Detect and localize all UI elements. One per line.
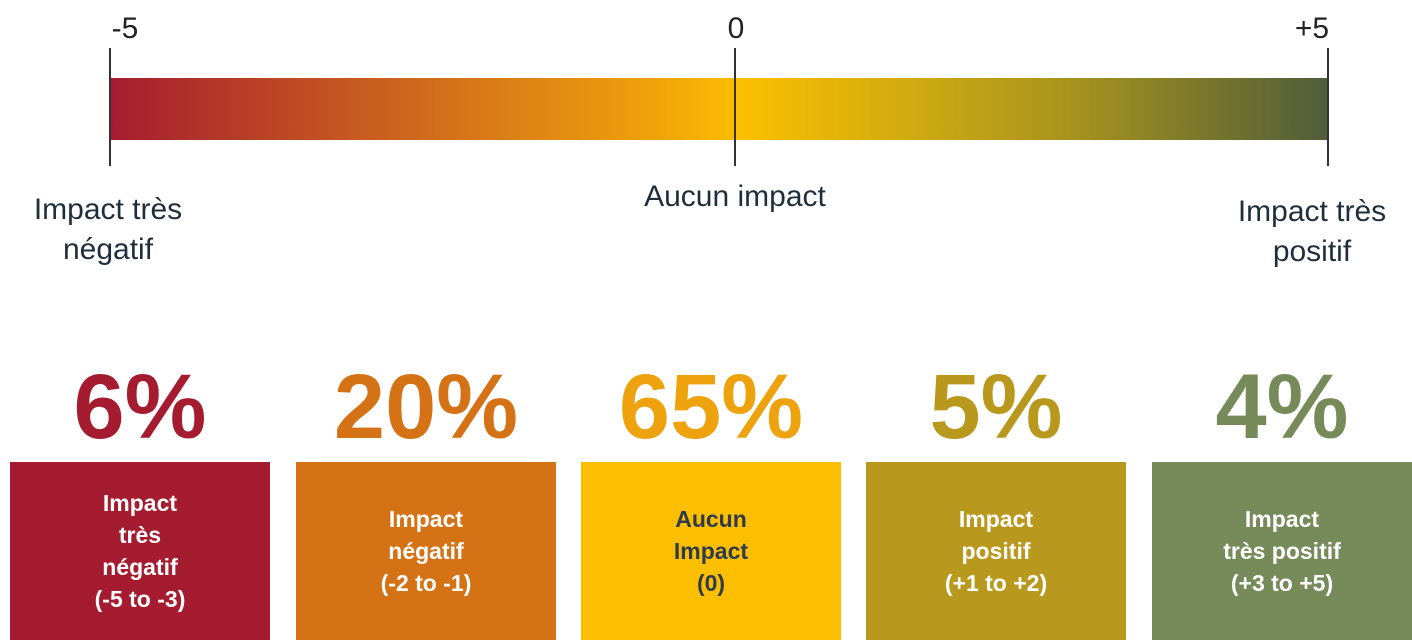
box-text: (+1 to +2)	[944, 570, 1048, 596]
text: Impact très	[33, 193, 183, 226]
scale-label: Impact très négatif	[0, 190, 238, 270]
tick-mark	[1327, 48, 1329, 166]
tick-label: +5	[1294, 12, 1330, 45]
scale-label: Impact très positif	[1182, 192, 1412, 272]
percent: 65%	[618, 356, 804, 458]
box-text: Impact	[673, 538, 749, 564]
percent: 6%	[73, 356, 207, 458]
box-text: (+3 to +5)	[1230, 570, 1334, 596]
tick-label: -5	[111, 12, 139, 45]
category-box: Impact très positif (+3 to +5)	[1152, 462, 1412, 640]
box-text: Aucun	[675, 506, 747, 532]
tick-mark	[734, 48, 736, 166]
text: positif	[1272, 235, 1352, 268]
box-text: négatif	[102, 554, 178, 580]
percent: 5%	[929, 356, 1063, 458]
scale-label: Aucun impact	[605, 177, 865, 217]
box-text: Impact	[1244, 506, 1320, 532]
tick-label: 0	[727, 12, 745, 45]
box-text: Impact	[958, 506, 1034, 532]
box-text: (0)	[696, 570, 726, 596]
text: négatif	[62, 233, 154, 266]
box-text: positif	[961, 538, 1031, 564]
box-text: très	[118, 522, 162, 548]
category-box: Impact négatif (-2 to -1)	[296, 462, 556, 640]
category-box: Impact positif (+1 to +2)	[866, 462, 1126, 640]
box-text: négatif	[388, 538, 464, 564]
box-text: (-5 to -3)	[94, 586, 186, 612]
box-text: très positif	[1223, 538, 1341, 564]
text: Aucun impact	[644, 180, 826, 213]
box-text: Impact	[388, 506, 464, 532]
text: Impact très	[1237, 195, 1387, 228]
category-box: Aucun Impact (0)	[581, 462, 841, 640]
percent: 4%	[1215, 356, 1349, 458]
tick-mark	[109, 48, 111, 166]
category-box: Impact très négatif (-5 to -3)	[10, 462, 270, 640]
box-text: Impact	[102, 490, 178, 516]
box-text: (-2 to -1)	[380, 570, 472, 596]
gradient-scale	[110, 78, 1328, 140]
percent: 20%	[333, 356, 519, 458]
